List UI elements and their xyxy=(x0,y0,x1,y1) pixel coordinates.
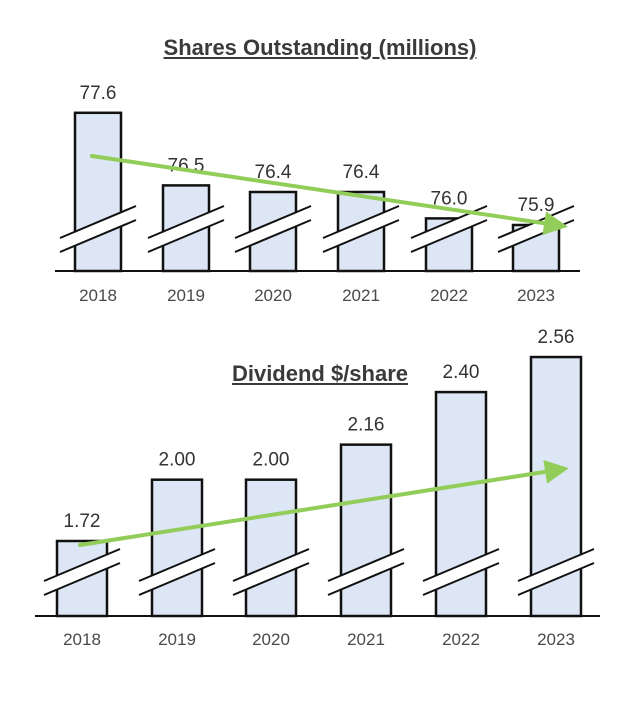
shares-break-band-2020 xyxy=(235,206,311,252)
shares-value-label-2021: 76.4 xyxy=(343,162,380,183)
dividend-tick-label-2021: 2021 xyxy=(347,630,385,649)
shares-break-band-2018 xyxy=(60,206,136,252)
dividend-trend-arrow xyxy=(78,460,569,547)
shares-tick-label-2021: 2021 xyxy=(342,286,380,305)
shares-break-line-upper-2020 xyxy=(234,205,312,239)
dividend-break-band-2018 xyxy=(44,549,120,595)
shares-break-band-2019 xyxy=(148,206,224,252)
shares-value-label-2020: 76.4 xyxy=(255,162,292,183)
dividend-value-label-2018: 1.72 xyxy=(64,511,101,532)
chart-title-shares: Shares Outstanding (millions) xyxy=(163,35,477,60)
dividend-value-label-2021: 2.16 xyxy=(348,415,385,436)
dividend-tick-label-2022: 2022 xyxy=(442,630,480,649)
dividend-break-band-2022 xyxy=(423,549,499,595)
dividend-break-band-2020 xyxy=(233,549,309,595)
shares-break-line-upper-2021 xyxy=(322,205,400,239)
dividend-break-line-upper-2023 xyxy=(517,548,595,582)
dividend-break-line-upper-2022 xyxy=(422,548,500,582)
dividend-value-label-2019: 2.00 xyxy=(159,450,196,471)
dividend-break-line-lower-2019 xyxy=(138,562,216,596)
dividend-break-line-upper-2018 xyxy=(43,548,121,582)
dividend-break-band-2023 xyxy=(518,549,594,595)
dividend-tick-label-2023: 2023 xyxy=(537,630,575,649)
shares-break-line-upper-2019 xyxy=(147,205,225,239)
shares-tick-label-2020: 2020 xyxy=(254,286,292,305)
dividend-bar-2020 xyxy=(244,478,298,618)
dividend-bar-2021 xyxy=(339,443,393,618)
shares-break-line-lower-2019 xyxy=(147,219,225,253)
shares-break-line-lower-2022 xyxy=(410,219,488,253)
shares-break-line-upper-2018 xyxy=(59,205,137,239)
shares-tick-label-2023: 2023 xyxy=(517,286,555,305)
dividend-break-band-2021 xyxy=(328,549,404,595)
dividend-break-line-lower-2021 xyxy=(327,562,405,596)
chart-title-dividend: Dividend $/share xyxy=(231,361,409,386)
dividend-break-line-upper-2019 xyxy=(138,548,216,582)
shares-break-line-lower-2018 xyxy=(59,219,137,253)
shares-tick-label-2019: 2019 xyxy=(167,286,205,305)
dividend-break-line-lower-2020 xyxy=(232,562,310,596)
shares-tick-label-2018: 2018 xyxy=(79,286,117,305)
shares-bar-2018 xyxy=(73,111,123,273)
dividend-break-band-2019 xyxy=(139,549,215,595)
dividend-tick-label-2018: 2018 xyxy=(63,630,101,649)
shares-tick-label-2022: 2022 xyxy=(430,286,468,305)
shares-value-label-2018: 77.6 xyxy=(80,83,117,104)
dividend-break-line-upper-2020 xyxy=(232,548,310,582)
dividend-value-label-2023: 2.56 xyxy=(538,327,575,348)
dividend-break-line-lower-2022 xyxy=(422,562,500,596)
shares-trend-arrow xyxy=(90,154,568,236)
shares-break-line-lower-2021 xyxy=(322,219,400,253)
shares-break-band-2022 xyxy=(411,206,487,252)
dividend-break-line-upper-2021 xyxy=(327,548,405,582)
dividend-bar-2019 xyxy=(150,478,204,618)
dividend-break-line-lower-2023 xyxy=(517,562,595,596)
shares-value-label-2022: 76.0 xyxy=(431,188,468,209)
shares-value-label-2023: 75.9 xyxy=(518,195,555,216)
dividend-value-label-2022: 2.40 xyxy=(443,362,480,383)
dividend-tick-label-2020: 2020 xyxy=(252,630,290,649)
dividend-break-line-lower-2018 xyxy=(43,562,121,596)
dividend-value-label-2020: 2.00 xyxy=(253,450,290,471)
dividend-tick-label-2019: 2019 xyxy=(158,630,196,649)
shares-break-line-lower-2020 xyxy=(234,219,312,253)
shares-break-band-2021 xyxy=(323,206,399,252)
